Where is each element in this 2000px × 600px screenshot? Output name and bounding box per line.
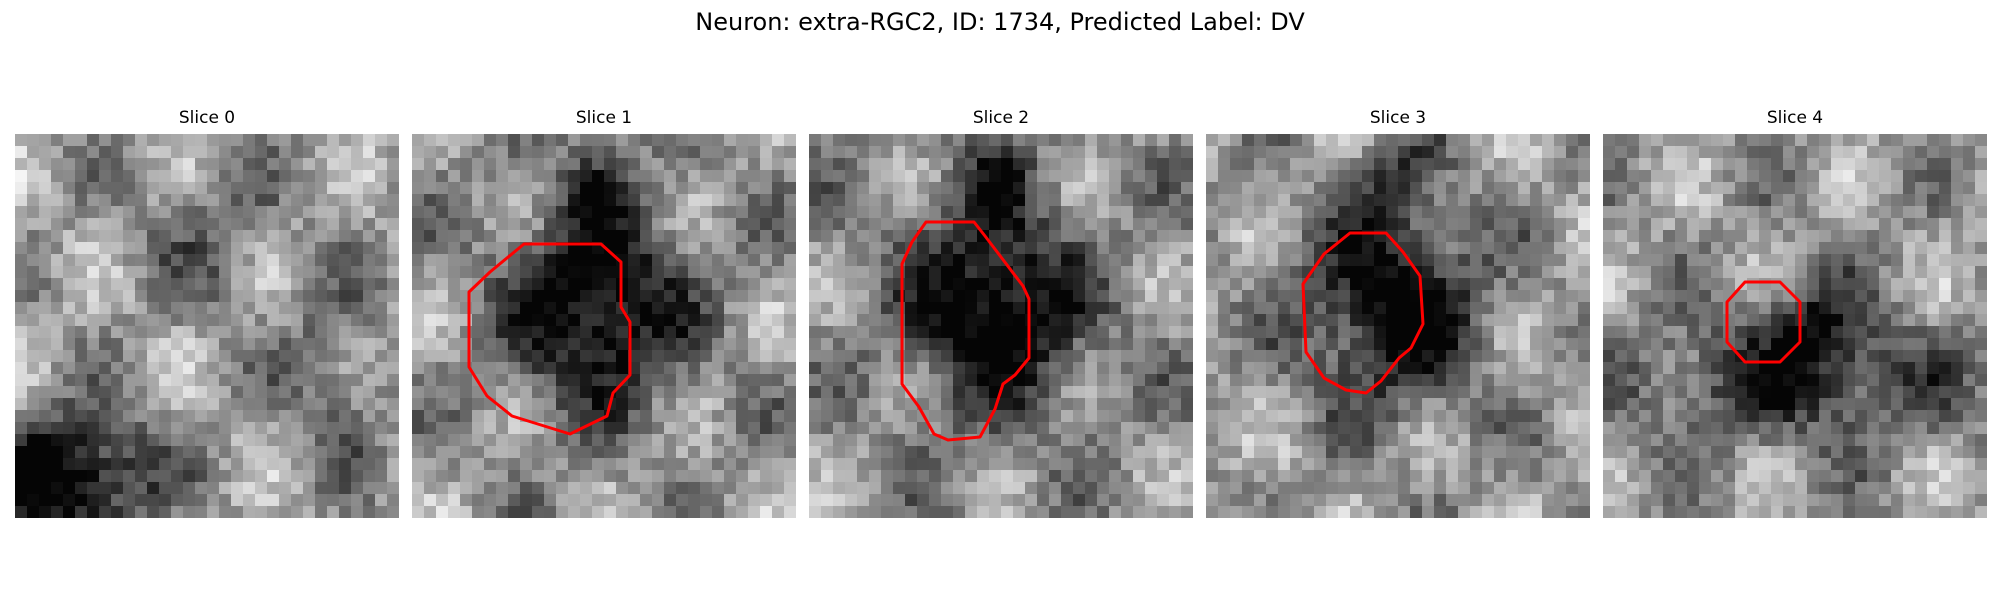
slice-4-image: [1603, 134, 1987, 518]
slice-0-title: Slice 0: [178, 108, 236, 128]
slice-3-image: [1206, 134, 1590, 518]
slice-3-title: Slice 3: [1369, 108, 1427, 128]
slice-2-title: Slice 2: [972, 108, 1030, 128]
slice-2-image: [809, 134, 1193, 518]
slice-panel-1: Slice 1: [412, 108, 796, 520]
cell-contour: [900, 220, 1031, 442]
micrograph-pixels: [1603, 134, 1987, 518]
slice-panel-0: Slice 0: [15, 108, 399, 520]
micrograph-pixels: [1206, 134, 1590, 518]
slice-1-title: Slice 1: [575, 108, 633, 128]
slice-1-image: [412, 134, 796, 518]
slice-panel-3: Slice 3: [1206, 108, 1590, 520]
micrograph-pixels: [412, 134, 796, 518]
micrograph-pixels: [809, 134, 1193, 518]
micrograph-pixels: [15, 134, 399, 518]
slice-0-image: [15, 134, 399, 518]
cell-contour: [1301, 231, 1425, 395]
slice-panel-2: Slice 2: [809, 108, 1193, 520]
slice-4-title: Slice 4: [1766, 108, 1824, 128]
cell-contour: [1725, 280, 1802, 364]
slice-panel-4: Slice 4: [1603, 108, 1987, 520]
cell-contour: [467, 242, 632, 436]
figure-title: Neuron: extra-RGC2, ID: 1734, Predicted …: [695, 8, 1305, 36]
